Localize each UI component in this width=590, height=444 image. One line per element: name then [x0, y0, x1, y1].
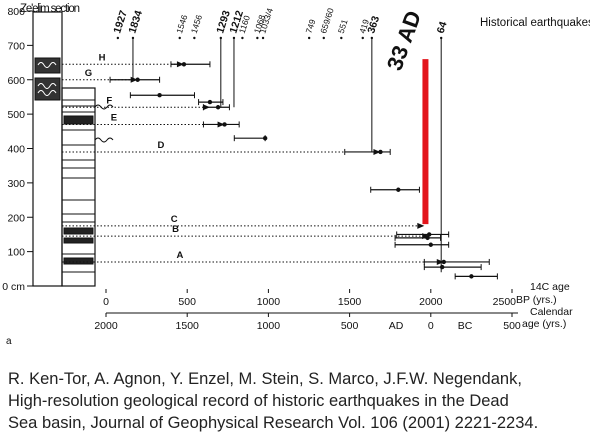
sample-point [441, 259, 446, 265]
event-dot [322, 36, 325, 40]
layer-label: G [85, 68, 92, 79]
sample-point [378, 149, 383, 155]
column-title: Ze'elim section [20, 3, 80, 15]
layer-label: H [99, 52, 106, 63]
sample-point [425, 235, 430, 241]
x2-tick-label: 500 [503, 320, 521, 332]
arrowhead [417, 222, 425, 229]
event-dot [178, 36, 181, 40]
panel-label: a [6, 336, 12, 347]
event-label: 64 [435, 20, 450, 35]
event-label: 551 [336, 18, 350, 35]
event-label: 1546 [174, 13, 189, 34]
caption-line: Sea basin, Journal of Geophysical Resear… [8, 414, 539, 432]
x-tick-label: 1000 [257, 296, 281, 308]
layer-label: C [171, 214, 178, 225]
y-tick-label: 400 [7, 144, 25, 156]
sample-point [469, 274, 474, 279]
caption-line: High-resolution geological record of his… [8, 392, 509, 410]
x2-tick-label: 1500 [176, 320, 200, 332]
y-tick-label: 700 [7, 40, 25, 52]
x-tick-label: 0 [103, 296, 109, 308]
y-tick-label: 300 [7, 178, 25, 190]
x2-axis-label: age (yrs.) [522, 318, 566, 330]
y-tick-label: 500 [7, 109, 25, 121]
layer-label: D [158, 140, 165, 151]
figure: 0 cm 100 200 300 400 500 600 700 800 0 500 1000 1500… [2, 3, 590, 347]
event-dot [256, 36, 259, 40]
y-tick-label: 0 cm [2, 281, 25, 293]
sample-point [426, 232, 432, 237]
event-dot [116, 36, 120, 40]
x-tick-label: 2500 [493, 296, 517, 308]
event-dot [361, 36, 364, 40]
highlight-label: 33 AD [382, 7, 427, 73]
caption-line: R. Ken-Tor, A. Agnon, Y. Enzel, M. Stein… [8, 370, 522, 388]
event-dot [340, 36, 343, 40]
event-label: 1456 [189, 13, 204, 34]
layer-label: F [106, 95, 112, 106]
event-label: 659/60 [318, 7, 336, 35]
event-dot [241, 36, 244, 40]
y-tick-label: 100 [7, 247, 25, 259]
highlight-bar [422, 59, 429, 225]
event-dot [261, 36, 265, 40]
event-dot [193, 36, 196, 40]
layer-label: E [111, 112, 117, 123]
sample-point [215, 105, 221, 110]
sample-point [439, 264, 445, 270]
event-label: 419 [357, 18, 371, 35]
x-axis-label: BP (yrs.) [516, 294, 557, 306]
event-label: 1033/4 [257, 7, 275, 35]
sample-point [222, 122, 227, 127]
x2-tick-label: 0 [428, 320, 434, 332]
event-label: 363 [365, 14, 382, 35]
x2-tick-label: 1000 [257, 320, 281, 332]
y-tick-label: 800 [7, 6, 25, 18]
era-label: AD [389, 320, 404, 332]
x2-tick-label: 500 [341, 320, 359, 332]
x-axis-label: 14C age [530, 281, 570, 293]
sample-point [262, 135, 268, 141]
sample-point [135, 77, 140, 82]
sample-point [181, 62, 187, 67]
sample-point [157, 93, 162, 98]
stratigraphic-column [32, 11, 114, 287]
y-tick-label: 200 [7, 212, 25, 224]
sample-point [396, 187, 401, 192]
event-label: 749 [304, 18, 318, 35]
sample-point [207, 99, 213, 105]
caption: R. Ken-Tor, A. Agnon, Y. Enzel, M. Stein… [8, 368, 586, 434]
x2-axis-label: Calendar [530, 306, 573, 318]
x-tick-label: 2000 [419, 296, 443, 308]
layer-label: A [177, 250, 184, 261]
x-tick-label: 1500 [338, 296, 362, 308]
events-title: Historical earthquakes [480, 17, 590, 29]
event-dot [307, 36, 311, 40]
layer-label: B [172, 224, 179, 235]
sample-point [428, 242, 433, 247]
x2-tick-label: 2000 [94, 320, 118, 332]
x-tick-label: 500 [178, 296, 196, 308]
y-tick-label: 600 [7, 75, 25, 87]
era-label: BC [458, 320, 473, 332]
